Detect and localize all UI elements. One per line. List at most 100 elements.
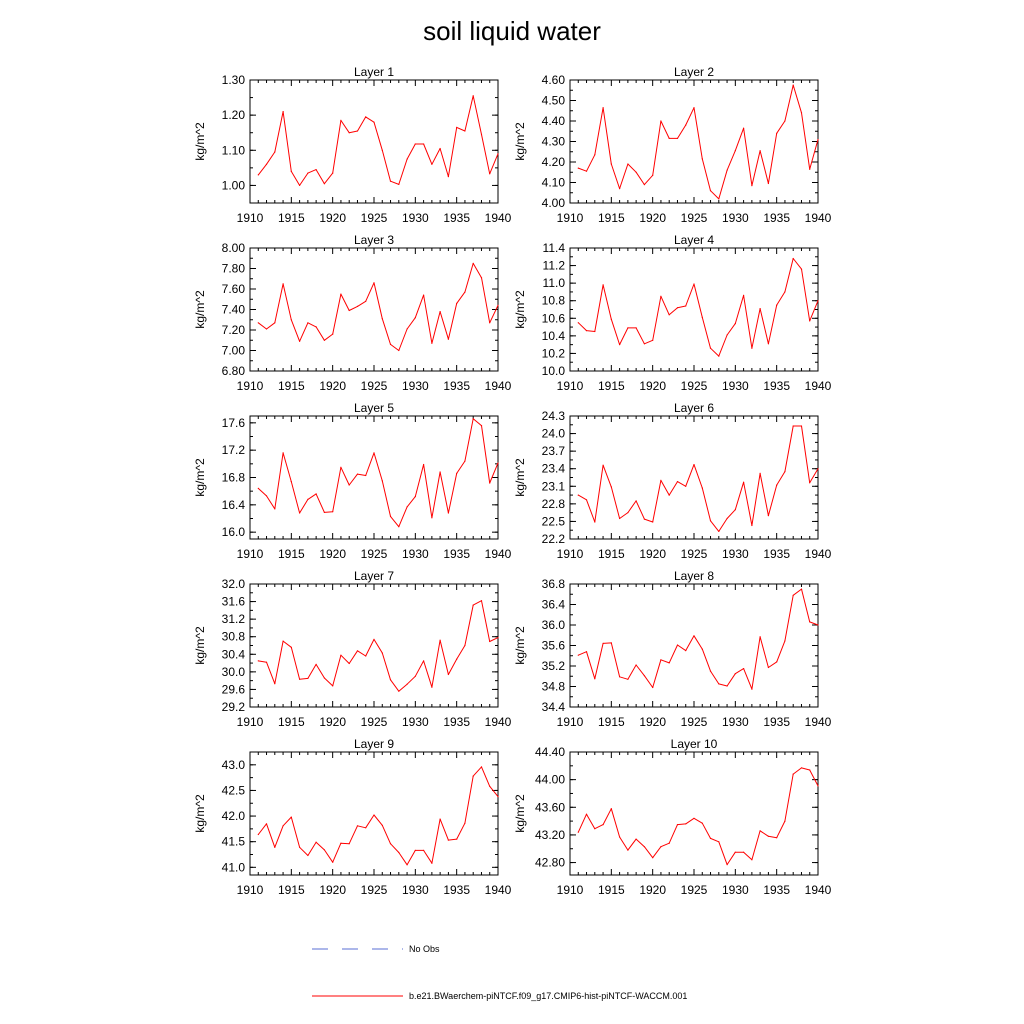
x-tick-label: 1910 [557, 547, 584, 561]
data-point [274, 683, 276, 685]
data-point [784, 120, 786, 122]
data-point [299, 512, 301, 514]
data-point [274, 322, 276, 324]
y-axis-label: kg/m^2 [513, 794, 527, 833]
data-point [274, 508, 276, 510]
data-point [627, 678, 629, 680]
data-point [489, 322, 491, 324]
y-tick-label: 16.4 [222, 498, 246, 512]
data-point [685, 823, 687, 825]
data-point [472, 418, 474, 420]
data-point [282, 111, 284, 113]
data-point [348, 309, 350, 312]
data-point [718, 683, 720, 685]
data-point [423, 660, 425, 662]
y-tick-label: 23.4 [542, 462, 566, 476]
y-tick-label: 10.0 [542, 364, 566, 378]
panel-2: Layer 2 kg/m^2 1910 1915 1920 1925 1930 1935 194… [513, 65, 832, 225]
data-point [577, 322, 579, 324]
data-point [489, 482, 491, 484]
data-point [332, 861, 334, 863]
x-tick-label: 1940 [805, 883, 832, 897]
data-point [701, 822, 703, 824]
data-point [809, 482, 811, 484]
data-point [817, 785, 819, 787]
y-tick-label: 7.20 [222, 323, 246, 337]
data-point [431, 342, 433, 344]
data-point [257, 174, 259, 176]
series-line [577, 258, 819, 357]
data-point [315, 326, 317, 328]
data-point [792, 594, 794, 596]
data-point [776, 661, 778, 663]
data-point [759, 636, 761, 638]
data-point [676, 481, 679, 483]
data-point [497, 153, 499, 155]
data-point [315, 493, 317, 495]
x-tick-label: 1915 [278, 211, 305, 225]
data-point [627, 849, 629, 851]
data-point [784, 471, 786, 473]
data-point [282, 283, 284, 285]
data-point [734, 150, 736, 152]
x-tick-label: 1930 [722, 883, 749, 897]
y-tick-label: 11.2 [543, 259, 566, 273]
data-point [365, 827, 367, 829]
data-point [497, 796, 499, 798]
x-tick-label: 1915 [598, 883, 625, 897]
data-point [751, 859, 753, 861]
x-tick-label: 1935 [443, 883, 470, 897]
data-point [676, 824, 679, 826]
x-tick-label: 1910 [557, 379, 584, 393]
data-point [668, 662, 670, 664]
x-tick-label: 1925 [361, 715, 388, 729]
data-point [406, 328, 408, 330]
data-point [652, 521, 654, 523]
y-tick-label: 16.0 [222, 525, 246, 539]
x-tick-label: 1930 [402, 715, 429, 729]
data-point [265, 328, 268, 330]
data-point [643, 518, 646, 520]
data-point [299, 678, 301, 680]
data-point [759, 830, 761, 832]
data-point [464, 644, 466, 647]
panel-5: Layer 5 kg/m^2 1910 1915 1920 1925 1930 1935 194… [193, 401, 512, 561]
y-tick-label: 22.5 [542, 514, 566, 528]
data-point [643, 343, 646, 345]
data-point [619, 517, 621, 520]
data-point [676, 137, 679, 139]
x-tick-label: 1930 [402, 547, 429, 561]
data-point [693, 464, 695, 466]
y-tick-label: 22.2 [542, 532, 566, 546]
data-point [299, 340, 301, 342]
x-tick-label: 1940 [805, 211, 832, 225]
data-point [610, 163, 612, 165]
data-point [307, 677, 309, 680]
data-point [594, 330, 596, 333]
panel-1: Layer 1 kg/m^2 1910 1915 1920 1925 1930 1935 194… [193, 65, 512, 225]
x-tick-label: 1925 [361, 883, 388, 897]
series-line [577, 767, 819, 866]
plot-frame [249, 415, 499, 540]
data-point [594, 828, 596, 830]
y-tick-label: 7.60 [222, 282, 246, 296]
data-point [373, 121, 375, 123]
data-point [627, 327, 629, 329]
data-point [751, 524, 753, 527]
data-point [472, 604, 474, 606]
data-point [365, 116, 367, 118]
x-tick-label: 1920 [639, 883, 666, 897]
data-point [718, 530, 720, 533]
data-point [751, 347, 753, 349]
data-point [602, 107, 604, 109]
data-point [726, 685, 728, 687]
data-point [398, 349, 400, 352]
data-point [456, 658, 458, 660]
x-tick-label: 1940 [485, 883, 512, 897]
y-axis-label: kg/m^2 [193, 794, 207, 833]
data-point [660, 120, 662, 122]
data-point [594, 154, 596, 156]
data-point [323, 511, 325, 513]
data-point [381, 824, 383, 826]
